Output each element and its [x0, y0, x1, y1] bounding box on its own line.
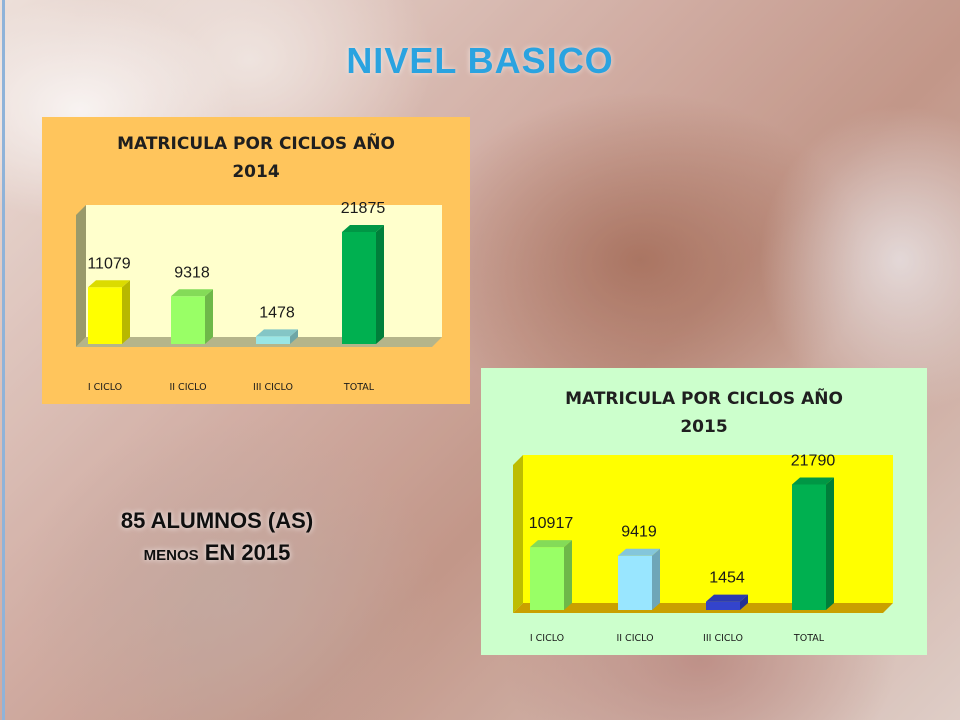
- chart-2015-value-label-4: 21790: [791, 452, 836, 469]
- chart-panel-2015: MATRICULA POR CICLOS AÑO 2015 10917 I CICLO…: [481, 368, 927, 655]
- chart-2015-value-label-2: 9419: [621, 524, 657, 541]
- chart-2015-value-label-1: 10917: [529, 515, 574, 532]
- chart-2015-bar-2-top: [618, 548, 660, 556]
- chart-2014-bar-3: [256, 336, 290, 344]
- chart-2014-tick-label-3: III CICLO: [253, 382, 293, 393]
- chart-2014-bar-2-top: [171, 289, 213, 297]
- chart-2014-side-wall: [76, 205, 86, 347]
- chart-2014-bar-1-side: [122, 280, 130, 344]
- chart-2014-bar-4-side: [376, 225, 384, 344]
- chart-2014-svg: MATRICULA POR CICLOS AÑO 2014 11079 I CICLO…: [42, 117, 470, 404]
- note-small-word: MENOS: [143, 547, 199, 564]
- chart-2014-bar-2-side: [205, 289, 213, 344]
- chart-2014-value-label-4: 21875: [341, 200, 386, 217]
- chart-2015-bar-1: [530, 547, 564, 610]
- chart-2015-tick-label-2: II CICLO: [616, 633, 653, 644]
- chart-2015-tick-label-4: TOTAL: [793, 633, 825, 644]
- chart-2015-bar-1-top: [530, 540, 572, 548]
- page-title: NIVEL BASICO: [346, 40, 614, 81]
- chart-2015-plot-area: [523, 455, 893, 603]
- chart-2015-title-line1: MATRICULA POR CICLOS AÑO: [565, 386, 843, 409]
- difference-note: 85 ALUMNOS (AS) MENOS EN 2015: [62, 508, 372, 566]
- chart-2014-value-label-2: 9318: [174, 264, 210, 281]
- chart-2014-bar-4-top: [342, 225, 384, 232]
- chart-2014-tick-label-1: I CICLO: [88, 382, 122, 393]
- chart-2014-bar-3-side: [290, 329, 298, 344]
- chart-panel-2014: MATRICULA POR CICLOS AÑO 2014 11079 I CICLO…: [42, 117, 470, 404]
- chart-2015-side-wall: [513, 455, 523, 613]
- chart-2015-tick-label-3: III CICLO: [703, 633, 743, 644]
- chart-2015-bar-4: [792, 484, 826, 610]
- chart-2015-bar-3: [706, 601, 740, 610]
- chart-2014-tick-label-4: TOTAL: [343, 382, 375, 393]
- chart-2015-bar-1-side: [564, 540, 572, 610]
- note-rest: EN 2015: [198, 540, 291, 565]
- chart-2015-title-line2: 2015: [680, 417, 727, 437]
- chart-2014-title-line2: 2014: [232, 162, 279, 182]
- chart-2014-value-label-3: 1478: [259, 304, 295, 321]
- chart-2015-bar-3-top: [706, 594, 748, 602]
- left-accent-line: [2, 0, 5, 720]
- chart-2015-bar-2: [618, 555, 652, 610]
- chart-2015-svg: MATRICULA POR CICLOS AÑO 2015 10917 I CICLO…: [481, 368, 927, 655]
- chart-2015-tick-label-1: I CICLO: [530, 633, 564, 644]
- chart-2015-bar-4-side: [826, 477, 834, 610]
- chart-2015-bar-2-side: [652, 548, 660, 610]
- chart-2014-bar-4: [342, 232, 376, 344]
- chart-2014-bar-1-top: [88, 280, 130, 288]
- note-line2: MENOS EN 2015: [62, 540, 372, 566]
- chart-2014-bar-3-top: [256, 329, 298, 337]
- chart-2014-tick-label-2: II CICLO: [169, 382, 206, 393]
- chart-2014-title-line1: MATRICULA POR CICLOS AÑO: [117, 131, 395, 154]
- chart-2015-bar-4-top: [792, 477, 834, 485]
- chart-2014-bar-2: [171, 296, 205, 344]
- chart-2015-bar-3-side: [740, 594, 748, 610]
- note-line1: 85 ALUMNOS (AS): [120, 508, 314, 533]
- chart-2014-bar-1: [88, 287, 122, 344]
- chart-2015-value-label-3: 1454: [709, 570, 745, 587]
- chart-2014-value-label-1: 11079: [87, 255, 130, 272]
